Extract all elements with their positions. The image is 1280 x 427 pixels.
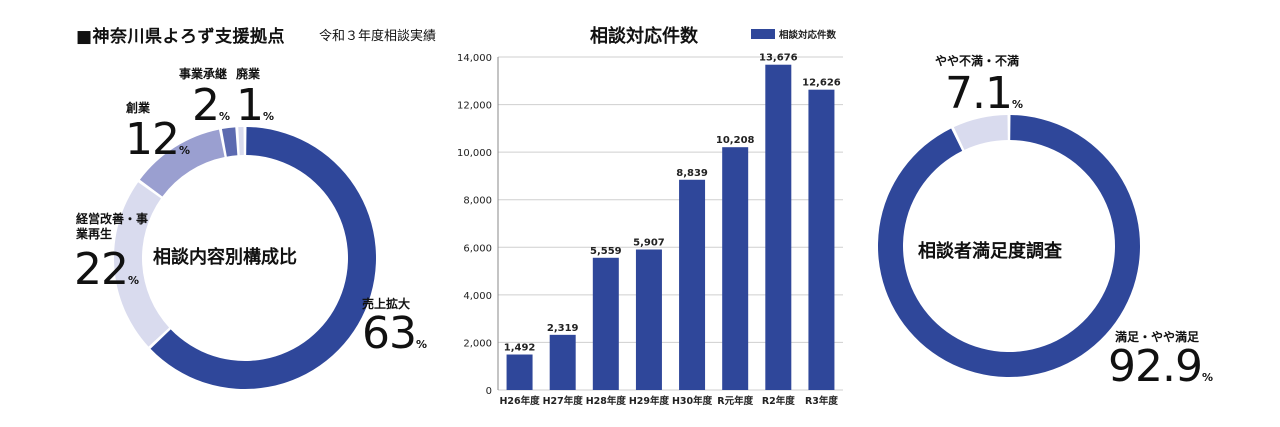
slice-label-startup: 創業: [126, 101, 151, 115]
donut2-center-label: 相談者満足度調査: [918, 241, 1062, 262]
x-tick-label: R2年度: [762, 395, 795, 407]
slice-value-sales: 63%: [362, 308, 428, 359]
slice-sales: [150, 127, 377, 389]
bar-value-label: 8,839: [676, 168, 708, 179]
bar: [592, 257, 619, 390]
slice-value-succession: 2%: [192, 80, 231, 131]
x-tick-label: H26年度: [499, 395, 540, 407]
x-tick-label: H28年度: [586, 395, 627, 407]
page-title: ■神奈川県よろず支援拠点: [76, 27, 286, 47]
y-tick-label: 8,000: [463, 196, 492, 207]
slice-closure: [238, 127, 244, 156]
slice-value-closure: 1%: [236, 80, 275, 131]
slice-dissatisfied: [953, 115, 1008, 150]
bar: [808, 89, 835, 390]
x-tick-label: H27年度: [543, 395, 584, 407]
bar-chart-title: 相談対応件数: [590, 26, 698, 47]
y-tick-label: 6,000: [463, 243, 492, 254]
y-tick-label: 4,000: [463, 291, 492, 302]
y-tick-label: 2,000: [463, 338, 492, 349]
slice-label-succession: 事業承継: [179, 67, 228, 81]
slice-value-improvement: 22%: [74, 244, 140, 295]
bar: [506, 354, 533, 390]
bar-value-label: 1,492: [504, 343, 536, 354]
x-tick-label: H29年度: [629, 395, 670, 407]
bar: [679, 179, 706, 390]
x-tick-label: R元年度: [717, 395, 753, 407]
slice-value-satisfied: 92.9%: [1108, 341, 1213, 392]
bar-value-label: 10,208: [716, 135, 755, 146]
bar-value-label: 2,319: [547, 323, 579, 334]
bar: [765, 64, 792, 390]
legend-swatch: [751, 29, 775, 39]
slice-improvement: [113, 182, 170, 347]
y-tick-label: 14,000: [457, 53, 492, 64]
slice-succession: [221, 127, 238, 157]
slice-label-closure: 廃業: [236, 67, 261, 81]
slice-label-satisfied: 満足・やや満足: [1115, 330, 1200, 344]
slice-label-sales: 売上拡大: [362, 297, 411, 311]
x-tick-label: R3年度: [805, 395, 838, 407]
bar: [635, 249, 662, 390]
slice-startup: [139, 129, 225, 197]
slice-value-dissatisfied: 7.1%: [945, 68, 1024, 119]
bar-value-label: 12,626: [802, 78, 841, 89]
bar-value-label: 5,907: [633, 237, 665, 248]
slice-label-improvement: 経営改善・事業再生: [76, 212, 149, 241]
y-tick-label: 0: [486, 386, 492, 397]
bar-value-label: 5,559: [590, 246, 622, 257]
bar-value-label: 13,676: [759, 53, 798, 64]
slice-label-dissatisfied: やや不満・不満: [935, 54, 1020, 68]
x-tick-label: H30年度: [672, 395, 713, 407]
page-subtitle: 令和３年度相談実績: [319, 29, 437, 44]
slice-value-startup: 12%: [125, 114, 191, 165]
legend-label: 相談対応件数: [779, 29, 837, 41]
y-tick-label: 12,000: [457, 101, 492, 112]
bar: [722, 147, 749, 390]
y-tick-label: 10,000: [457, 148, 492, 159]
donut1-center-label: 相談内容別構成比: [153, 247, 297, 268]
bar: [549, 334, 576, 390]
